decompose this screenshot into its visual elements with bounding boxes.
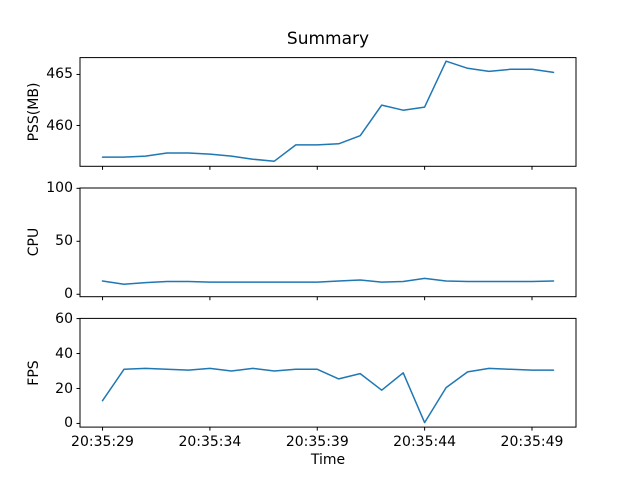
x-tick-label: 20:35:49 — [500, 434, 564, 451]
fps-y-tick-label: 60 — [55, 310, 73, 327]
pssmb-axes-frame — [79, 57, 577, 167]
x-tick-label: 20:35:34 — [178, 434, 242, 451]
cpu-y-tick-label: 100 — [46, 180, 73, 197]
x-tick-label: 20:35:29 — [71, 434, 134, 451]
figure-title: Summary — [286, 29, 370, 49]
cpu-y-tick-label: 0 — [64, 286, 73, 303]
cpu-series-line — [101, 277, 555, 285]
fps-series-line — [101, 367, 555, 424]
fps-y-tick-label: 40 — [55, 345, 73, 362]
fps-y-tick-label: 20 — [55, 380, 73, 397]
cpu-axes-frame — [79, 187, 577, 298]
cpu-axis-label: CPU — [26, 228, 42, 257]
x-tick-label: 20:35:44 — [393, 434, 457, 451]
x-axis-label: Time — [310, 452, 346, 468]
fps-y-tick-label: 0 — [64, 415, 73, 432]
pssmb-y-tick-label: 460 — [46, 117, 73, 134]
fps-axes-frame — [79, 317, 577, 428]
cpu-y-tick-label: 50 — [55, 233, 73, 250]
pssmb-y-tick-label: 465 — [46, 66, 73, 83]
pss-axis-label: PSS(MB) — [26, 82, 42, 142]
fps-axis-label: FPS — [26, 360, 42, 386]
pssmb-series-line — [101, 60, 555, 162]
x-tick-label: 20:35:39 — [285, 434, 349, 451]
